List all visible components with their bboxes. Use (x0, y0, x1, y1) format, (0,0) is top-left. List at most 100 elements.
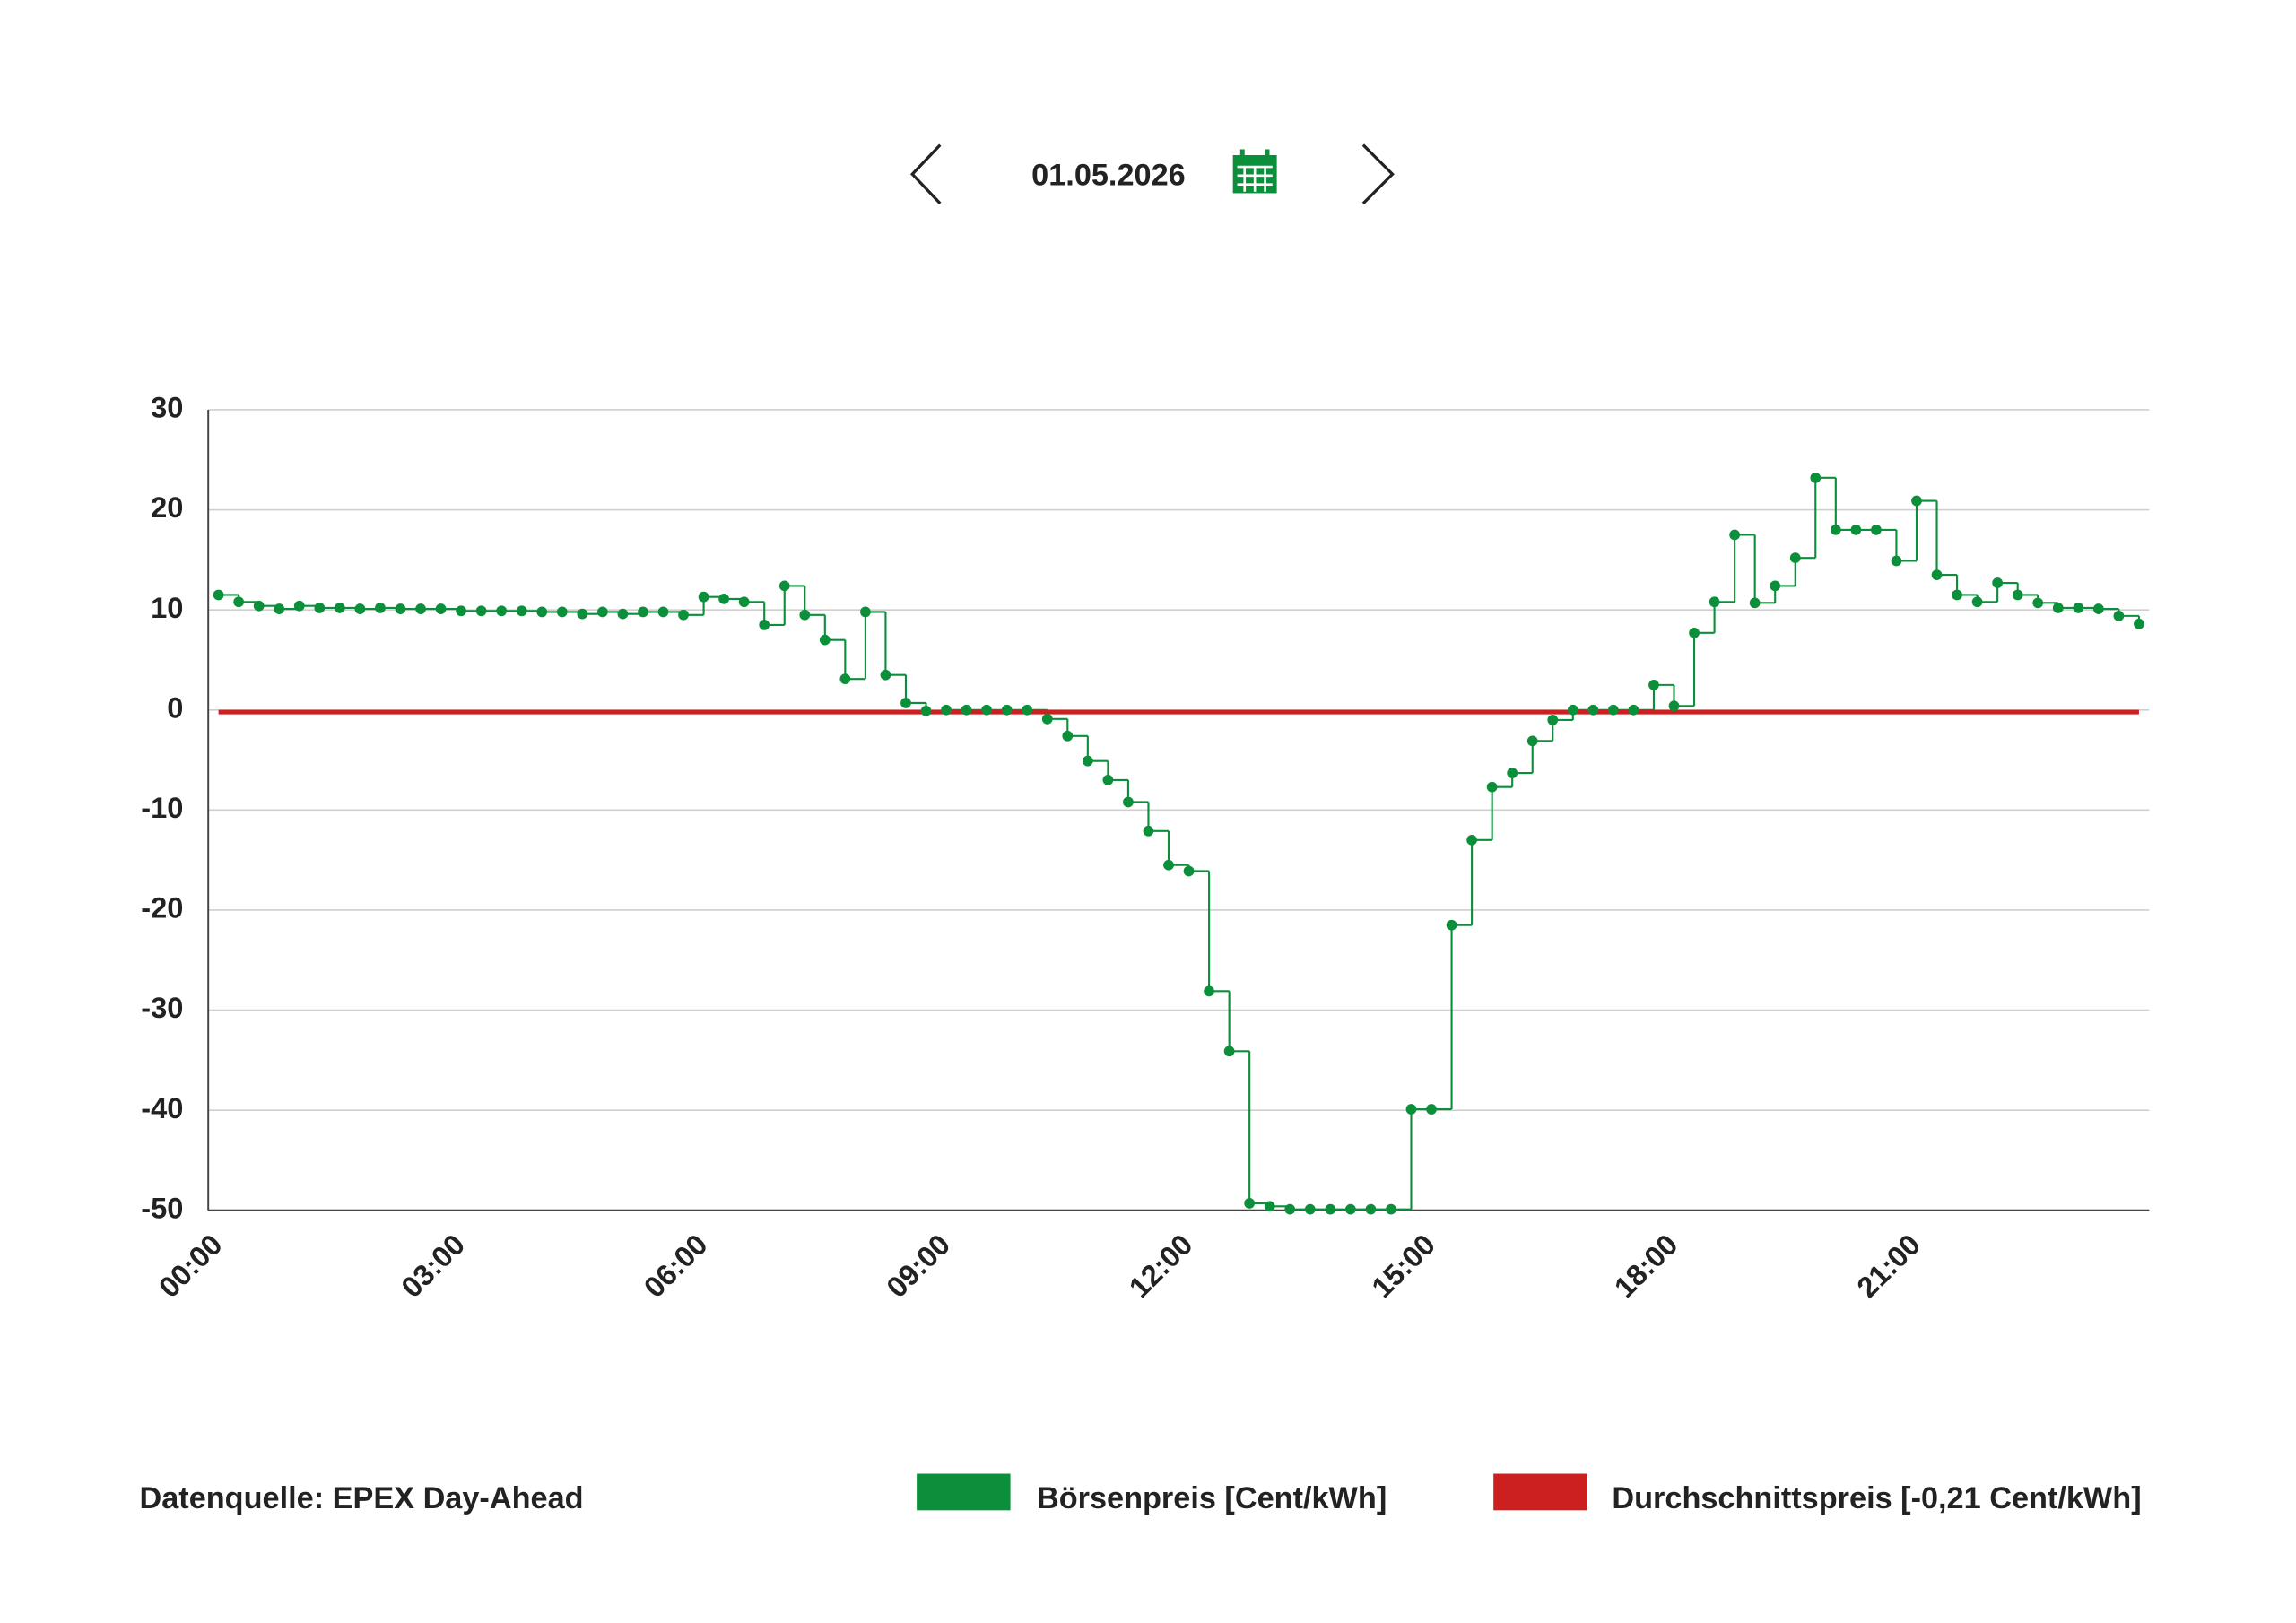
data-point (1971, 596, 1983, 608)
data-point (1850, 525, 1862, 535)
data-point (536, 606, 548, 618)
data-point (2092, 603, 2104, 614)
data-point (1304, 1203, 1316, 1215)
date-navigation: 01.05.2026 (909, 143, 1395, 205)
data-point (617, 608, 629, 620)
data-point (597, 606, 608, 618)
x-tick-label: 00:00 (152, 1228, 228, 1304)
data-point (1689, 627, 1700, 638)
data-point (1001, 704, 1013, 716)
data-point (496, 605, 508, 617)
data-point (698, 591, 709, 603)
y-tick-label: -10 (141, 791, 183, 824)
y-tick-label: 0 (167, 690, 183, 724)
data-point (1344, 1203, 1356, 1215)
data-point (274, 603, 285, 614)
data-point (1163, 859, 1174, 871)
data-point (354, 603, 366, 614)
x-tick-label: 21:00 (1850, 1228, 1926, 1304)
data-point (819, 634, 831, 646)
data-point (1102, 775, 1114, 785)
data-point (395, 603, 406, 614)
legend: Datenquelle: EPEX Day-Ahead Börsenpreis … (139, 1473, 2142, 1515)
data-point (415, 603, 426, 614)
data-point (759, 620, 770, 630)
data-point (2113, 610, 2125, 621)
data-point (778, 580, 790, 592)
data-point (1041, 713, 1053, 725)
data-point (1608, 704, 1619, 716)
x-tick-label: 09:00 (880, 1228, 956, 1304)
data-point (638, 606, 648, 618)
legend-label: Durchschnittspreis [-0,21 Cent/kWh] (1612, 1481, 2141, 1515)
data-point (941, 704, 952, 716)
data-point (1547, 715, 1559, 725)
data-point (1709, 596, 1720, 608)
data-point (1223, 1046, 1235, 1057)
y-tick-label: -50 (141, 1191, 183, 1224)
y-tick-label: -30 (141, 991, 183, 1024)
data-point (1264, 1201, 1275, 1212)
data-point (2073, 603, 2084, 613)
data-point (880, 669, 891, 681)
data-point (1143, 825, 1154, 837)
data-point (799, 609, 811, 621)
data-point (2032, 597, 2044, 609)
data-point (435, 603, 447, 614)
data-point (334, 603, 345, 613)
data-point (2134, 618, 2144, 629)
data-point (961, 704, 972, 716)
data-point (718, 594, 729, 604)
data-point (2012, 589, 2023, 601)
data-point (577, 608, 588, 620)
data-point (375, 603, 386, 613)
data-point (900, 698, 911, 708)
data-point (1770, 580, 1781, 592)
data-point (920, 706, 932, 716)
data-point (1749, 597, 1761, 609)
data-point (1789, 552, 1801, 564)
data-point (1871, 525, 1882, 535)
data-point (1526, 735, 1538, 747)
next-day-button[interactable] (1361, 143, 1395, 205)
date-label: 01.05.2026 (1031, 159, 1186, 193)
data-point (475, 605, 487, 617)
legend-swatch (917, 1473, 1011, 1511)
calendar-button[interactable] (1232, 149, 1277, 194)
x-tick-label: 15:00 (1365, 1228, 1441, 1304)
data-point (1729, 529, 1741, 541)
data-point (213, 589, 224, 601)
data-point (1911, 495, 1922, 507)
data-point (233, 596, 245, 608)
data-point (738, 596, 750, 608)
legend-swatch (1493, 1473, 1587, 1511)
data-point (253, 600, 265, 612)
source-note: Datenquelle: EPEX Day-Ahead (139, 1481, 583, 1515)
data-point (678, 609, 689, 621)
data-point (1325, 1203, 1336, 1215)
data-point (456, 605, 466, 617)
grid: 30 20 10 0 -10 -20 -30 -40 -50 00:00 03:00 06:00 09:… (141, 391, 2150, 1304)
data-point (1587, 704, 1599, 716)
data-point (1486, 781, 1498, 793)
data-point (293, 600, 305, 612)
data-point (1567, 704, 1578, 716)
data-point (1628, 704, 1639, 716)
data-point (2052, 603, 2064, 613)
data-point (1204, 985, 1214, 997)
data-point (314, 603, 326, 613)
data-point (981, 704, 993, 716)
y-tick-label: -20 (141, 891, 183, 924)
y-tick-label: 20 (151, 490, 183, 524)
data-point (1830, 525, 1841, 535)
data-point (1082, 755, 1093, 767)
data-point (1244, 1198, 1256, 1209)
data-point (1466, 834, 1477, 846)
data-point (860, 606, 871, 618)
previous-day-button[interactable] (909, 143, 942, 204)
data-point (1284, 1203, 1296, 1215)
data-point (1931, 569, 1943, 580)
